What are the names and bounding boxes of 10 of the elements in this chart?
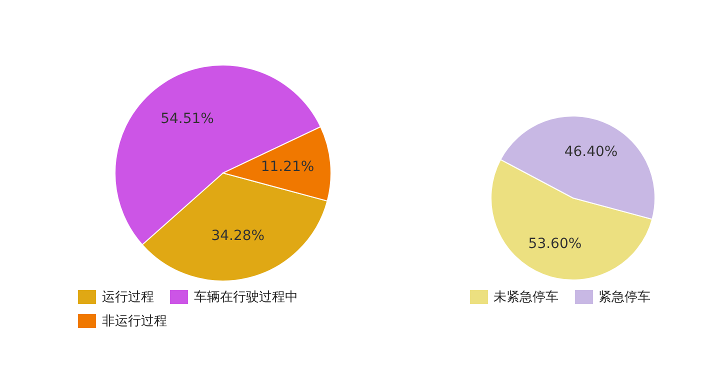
- data-label: 11.21%: [260, 159, 314, 176]
- legend-label: 车辆在行驶过程中: [194, 289, 298, 306]
- data-label: 46.40%: [564, 144, 618, 160]
- legend-label: 未紧急停车: [494, 289, 558, 306]
- data-label: 53.60%: [528, 236, 582, 252]
- legend-label: 非运行过程: [102, 313, 167, 330]
- data-label: 54.51%: [160, 110, 214, 127]
- legend-label: 运行过程: [102, 289, 154, 306]
- data-label: 34.28%: [211, 228, 265, 244]
- legend-label: 紧急停车: [598, 289, 650, 306]
